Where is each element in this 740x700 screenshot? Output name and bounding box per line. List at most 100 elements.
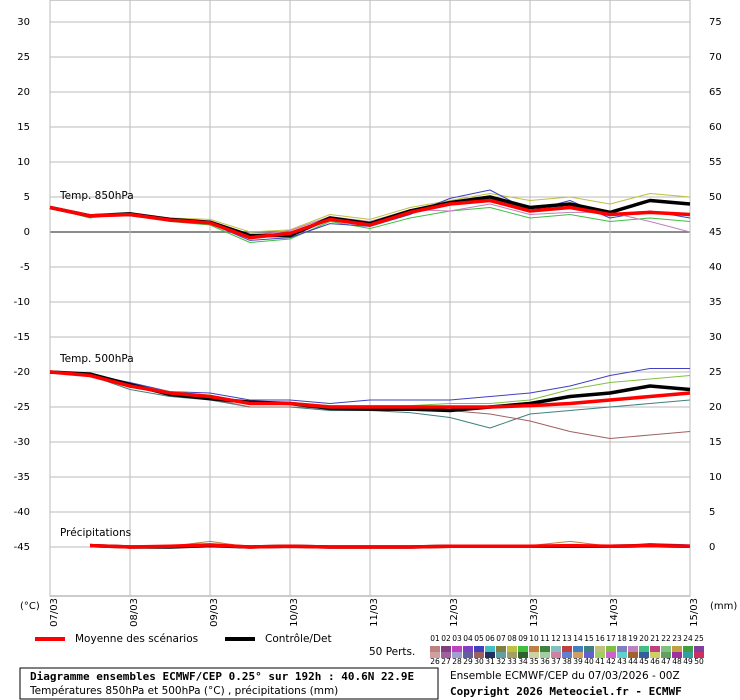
y-tick-label: 25 — [17, 52, 30, 63]
y2-tick-label: 40 — [709, 262, 722, 273]
member-label: 24 — [683, 634, 693, 643]
member-swatch — [551, 646, 561, 652]
member-label: 05 — [474, 634, 484, 643]
member-swatch — [573, 652, 583, 658]
member-swatch — [430, 652, 440, 658]
member-label: 29 — [463, 657, 473, 666]
member-label: 35 — [529, 657, 539, 666]
member-swatch — [518, 646, 528, 652]
member-swatch — [584, 652, 594, 658]
member-label: 46 — [650, 657, 660, 666]
member-label: 23 — [672, 634, 682, 643]
member-swatch — [617, 646, 627, 652]
member-swatch — [540, 652, 550, 658]
member-label: 08 — [507, 634, 517, 643]
member-swatch — [650, 646, 660, 652]
x-tick-label: 10/03 — [289, 598, 300, 627]
member-swatch — [474, 646, 484, 652]
y2-tick-label: 15 — [709, 437, 722, 448]
member-label: 30 — [474, 657, 484, 666]
member-swatch — [694, 646, 704, 652]
y-unit: (°C) — [20, 601, 40, 612]
y-tick-label: -10 — [14, 297, 30, 308]
x-tick-label: 07/03 — [49, 598, 60, 627]
member-label: 25 — [694, 634, 704, 643]
member-label: 20 — [639, 634, 649, 643]
mean-line — [49, 198, 691, 240]
member-swatch — [529, 652, 539, 658]
y2-tick-label: 50 — [709, 192, 722, 203]
footer-copyright: Copyright 2026 Meteociel.fr - ECMWF — [450, 685, 682, 698]
member-swatch — [683, 646, 693, 652]
x-tick-label: 15/03 — [689, 598, 700, 627]
annotation: Précipitations — [60, 527, 131, 539]
member-swatch — [485, 646, 495, 652]
legend-label: Moyenne des scénarios — [75, 633, 198, 645]
footer-title: Diagramme ensembles ECMWF/CEP 0.25° sur … — [30, 670, 414, 683]
x-tick-label: 12/03 — [449, 598, 460, 627]
member-label: 28 — [452, 657, 462, 666]
member-swatch — [463, 652, 473, 658]
member-label: 09 — [518, 634, 528, 643]
member-label: 40 — [584, 657, 594, 666]
member-swatch — [617, 652, 627, 658]
member-swatch — [672, 652, 682, 658]
member-swatch — [430, 646, 440, 652]
member-swatch — [496, 646, 506, 652]
y2-tick-label: 10 — [709, 472, 722, 483]
member-label: 43 — [617, 657, 627, 666]
member-swatch — [683, 652, 693, 658]
legend-label: 50 Perts. — [369, 646, 415, 658]
y2-tick-label: 65 — [709, 87, 722, 98]
member-label: 16 — [595, 634, 605, 643]
member-label: 12 — [551, 634, 561, 643]
annotation: Temp. 500hPa — [59, 353, 134, 365]
mean-line — [49, 370, 691, 409]
footer-subtitle: Températures 850hPa et 500hPa (°C) , pré… — [29, 685, 338, 697]
member-swatch — [595, 652, 605, 658]
member-label: 15 — [584, 634, 594, 643]
y2-tick-label: 60 — [709, 122, 722, 133]
y-tick-label: -15 — [14, 332, 30, 343]
member-label: 39 — [573, 657, 583, 666]
member-swatch — [628, 652, 638, 658]
footer-run: Ensemble ECMWF/CEP du 07/03/2026 - 00Z — [450, 670, 680, 682]
member-label: 32 — [496, 657, 506, 666]
y2-tick-label: 75 — [709, 17, 722, 28]
member-label: 10 — [529, 634, 539, 643]
member-swatch — [606, 652, 616, 658]
member-swatch — [562, 646, 572, 652]
member-label: 38 — [562, 657, 572, 666]
member-swatch — [529, 646, 539, 652]
member-swatch — [661, 652, 671, 658]
y-tick-label: -25 — [14, 402, 30, 413]
y2-tick-label: 55 — [709, 157, 722, 168]
member-label: 19 — [628, 634, 638, 643]
member-swatch — [650, 652, 660, 658]
member-label: 49 — [683, 657, 693, 666]
member-label: 31 — [485, 657, 495, 666]
y2-tick-label: 45 — [709, 227, 722, 238]
member-swatch — [507, 646, 517, 652]
y2-unit: (mm) — [710, 601, 737, 612]
member-swatch — [672, 646, 682, 652]
member-label: 42 — [606, 657, 616, 666]
y2-tick-label: 70 — [709, 52, 722, 63]
member-label: 06 — [485, 634, 495, 643]
member-label: 11 — [540, 634, 550, 643]
member-label: 34 — [518, 657, 528, 666]
member-swatch — [606, 646, 616, 652]
member-swatch — [452, 652, 462, 658]
x-tick-label: 11/03 — [369, 598, 380, 627]
y-tick-label: 0 — [24, 227, 30, 238]
member-label: 37 — [551, 657, 561, 666]
member-label: 13 — [562, 634, 572, 643]
y-tick-label: -45 — [14, 542, 30, 553]
member-label: 03 — [452, 634, 462, 643]
y-tick-label: -30 — [14, 437, 30, 448]
y-tick-label: 5 — [24, 192, 30, 203]
member-label: 04 — [463, 634, 473, 643]
y-tick-label: 10 — [17, 157, 30, 168]
member-swatch — [628, 646, 638, 652]
